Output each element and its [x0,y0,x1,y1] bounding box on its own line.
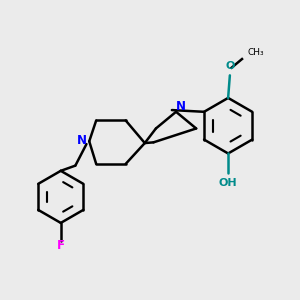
Text: F: F [57,239,65,252]
Text: N: N [77,134,87,147]
Text: O: O [225,61,235,71]
Text: OH: OH [219,178,237,188]
Text: CH₃: CH₃ [247,48,264,57]
Text: N: N [176,100,186,113]
